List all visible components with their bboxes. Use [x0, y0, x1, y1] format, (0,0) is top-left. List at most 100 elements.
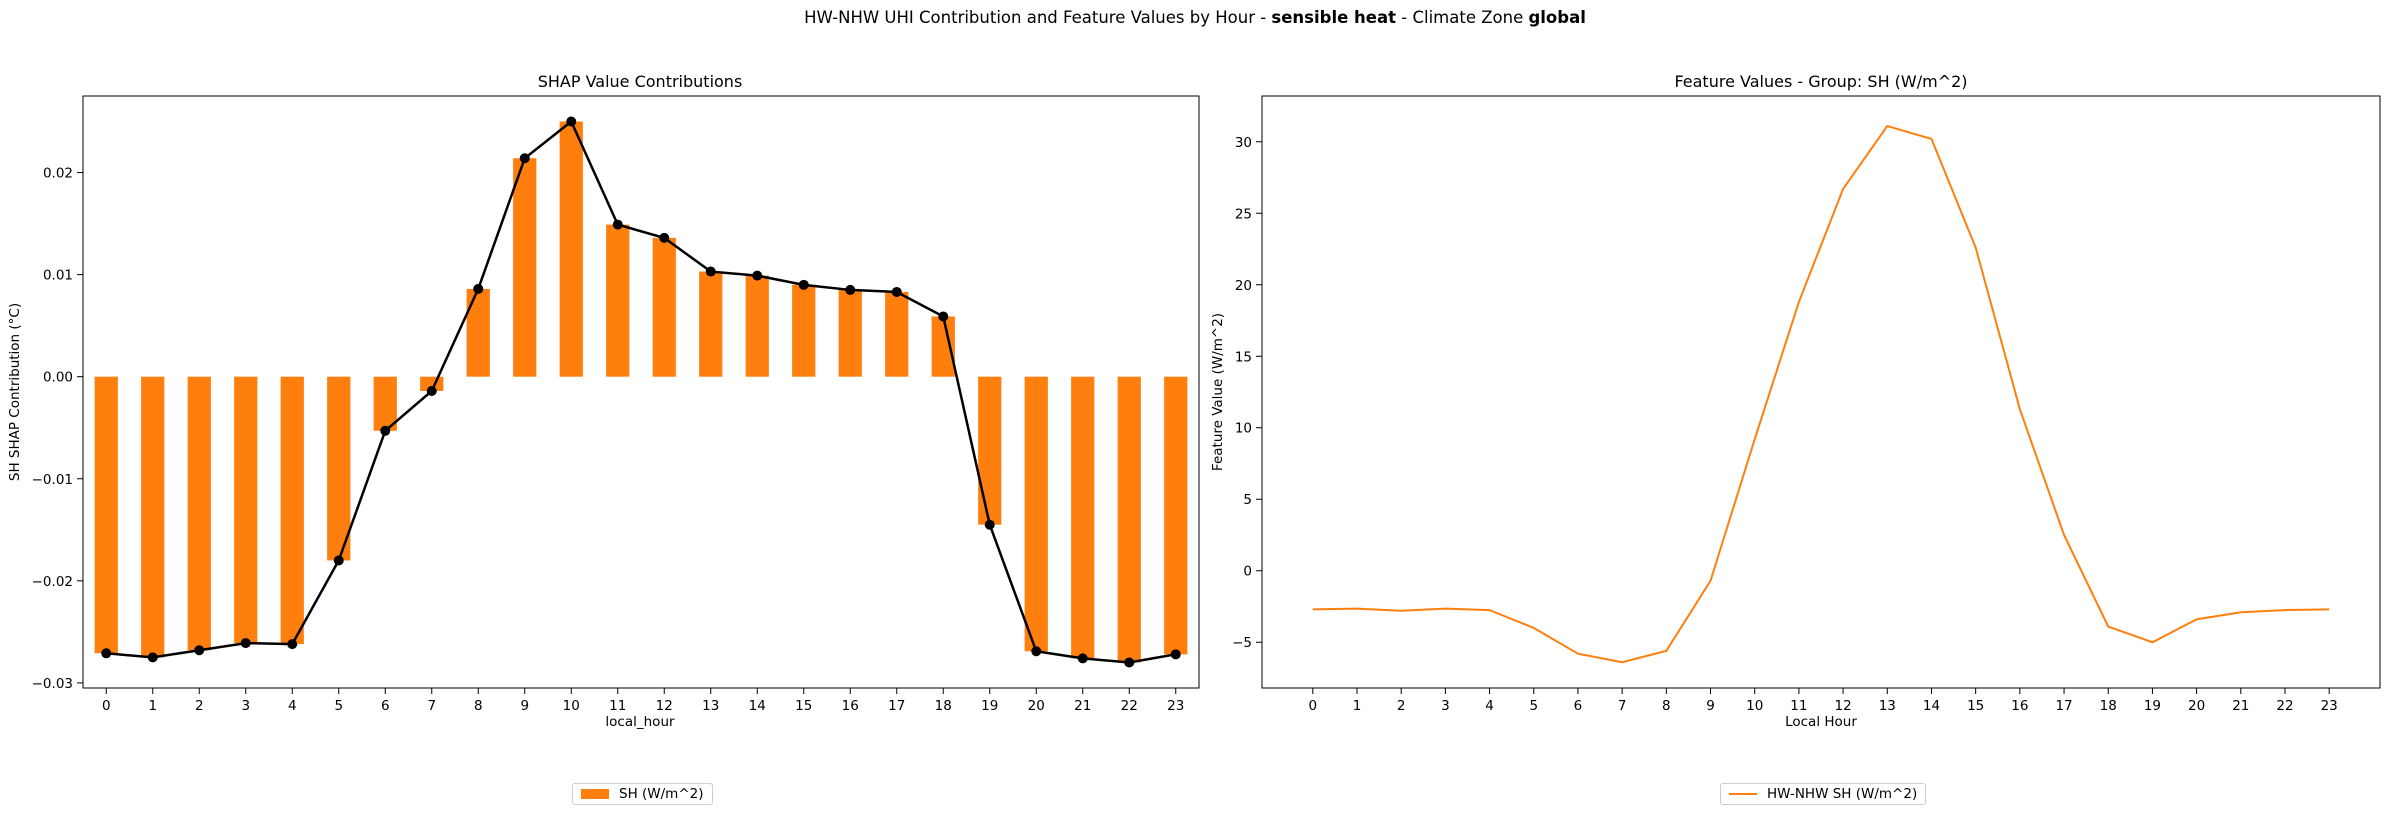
shap-bar-15	[792, 284, 816, 377]
shap-ytick-label: 0.00	[43, 370, 73, 386]
shap-bars	[94, 121, 1188, 663]
shap-xtick-label: 15	[795, 698, 812, 714]
feature-xtick-label: 8	[1662, 698, 1671, 714]
shap-overlay-point-7	[426, 385, 437, 396]
shap-bar-1	[141, 376, 165, 658]
figure-title-feature: sensible heat	[1271, 8, 1397, 27]
feature-xtick-label: 22	[2276, 698, 2293, 714]
shap-bar-3	[234, 376, 258, 644]
shap-chart-ylabel: SH SHAP Contribution (°C)	[7, 303, 23, 481]
shap-xtick-label: 13	[702, 698, 719, 714]
feature-chart-frame	[1261, 95, 2381, 689]
feature-chart: Feature Values - Group: SH (W/m^2) Local…	[1210, 72, 2381, 730]
shap-bar-23	[1164, 376, 1188, 655]
feature-legend-label: HW-NHW SH (W/m^2)	[1767, 786, 1918, 802]
feature-y-axis: −5 0 5 10 15 20 25 30	[1232, 135, 1262, 651]
shap-overlay-point-10	[566, 116, 577, 127]
shap-overlay-point-16	[845, 284, 856, 295]
shap-chart-title: SHAP Value Contributions	[538, 72, 743, 91]
shap-xtick-label: 16	[842, 698, 859, 714]
feature-xtick-label: 14	[1923, 698, 1940, 714]
shap-xtick-label: 0	[102, 698, 111, 714]
feature-xtick-label: 12	[1835, 698, 1852, 714]
feature-xtick-label: 0	[1309, 698, 1318, 714]
shap-overlay-point-11	[612, 219, 623, 230]
feature-xtick-label: 7	[1618, 698, 1627, 714]
shap-bar-9	[513, 158, 537, 377]
feature-x-axis: 0 1 2 3 4 5 6 7 8 9 10 11 12 13 14 15 16 17 18 19 20 21 22 23	[1309, 688, 2338, 714]
shap-xtick-label: 9	[520, 698, 529, 714]
figure-title-zone: global	[1528, 8, 1586, 27]
shap-chart-xlabel: local_hour	[605, 714, 675, 730]
shap-xtick-label: 11	[609, 698, 626, 714]
feature-xtick-label: 13	[1879, 698, 1896, 714]
shap-overlay-point-1	[147, 652, 158, 663]
shap-xtick-label: 17	[888, 698, 905, 714]
shap-overlay-point-15	[798, 279, 809, 290]
feature-xtick-label: 4	[1485, 698, 1494, 714]
feature-xtick-label: 17	[2055, 698, 2072, 714]
shap-xtick-label: 8	[474, 698, 483, 714]
feature-ytick-label: 5	[1243, 492, 1252, 508]
shap-bar-6	[373, 376, 397, 431]
shap-legend-swatch	[581, 789, 609, 799]
shap-bar-10	[559, 121, 583, 377]
shap-bar-20	[1024, 376, 1048, 652]
feature-legend-swatch	[1729, 793, 1757, 795]
feature-legend: HW-NHW SH (W/m^2)	[1720, 783, 1927, 805]
shap-ytick-label: −0.02	[32, 574, 73, 590]
figure-title: HW-NHW UHI Contribution and Feature Valu…	[0, 8, 2390, 27]
feature-chart-xlabel: Local Hour	[1785, 714, 1857, 730]
shap-ytick-label: −0.03	[32, 676, 73, 692]
shap-bar-17	[885, 291, 909, 377]
shap-xtick-label: 20	[1028, 698, 1045, 714]
feature-series-line	[1312, 124, 2330, 664]
shap-xtick-label: 6	[381, 698, 390, 714]
shap-bar-8	[466, 288, 490, 377]
shap-overlay-line	[101, 116, 1181, 668]
feature-xtick-label: 20	[2188, 698, 2205, 714]
shap-bar-0	[94, 376, 118, 654]
shap-xtick-label: 5	[334, 698, 343, 714]
shap-overlay-point-19	[984, 519, 995, 530]
shap-overlay-point-12	[659, 232, 670, 243]
feature-xtick-label: 6	[1574, 698, 1583, 714]
shap-bar-19	[978, 376, 1002, 525]
feature-polyline	[1312, 124, 2330, 664]
shap-overlay-point-22	[1124, 657, 1135, 668]
feature-ytick-label: 0	[1243, 564, 1252, 580]
shap-overlay-point-23	[1170, 649, 1181, 660]
feature-ytick-label: 25	[1235, 206, 1252, 222]
shap-overlay-point-17	[891, 286, 902, 297]
shap-overlay-point-5	[333, 555, 344, 566]
shap-xtick-label: 1	[148, 698, 157, 714]
shap-xtick-label: 7	[427, 698, 436, 714]
shap-bar-14	[745, 275, 769, 377]
shap-legend: SH (W/m^2)	[572, 783, 713, 805]
shap-xtick-label: 4	[288, 698, 297, 714]
shap-y-axis: −0.03 −0.02 −0.01 0.00 0.01 0.02	[32, 166, 83, 692]
feature-xtick-label: 21	[2232, 698, 2249, 714]
feature-xtick-label: 2	[1397, 698, 1406, 714]
shap-overlay-point-13	[705, 266, 716, 277]
figure-title-middle: - Climate Zone	[1396, 8, 1529, 27]
shap-ytick-label: −0.01	[32, 472, 73, 488]
feature-xtick-label: 9	[1706, 698, 1715, 714]
shap-xtick-label: 19	[981, 698, 998, 714]
shap-xtick-label: 12	[656, 698, 673, 714]
shap-chart: SHAP Value Contributions local_hour SH S…	[7, 72, 1200, 730]
feature-chart-title: Feature Values - Group: SH (W/m^2)	[1674, 72, 1967, 91]
shap-bar-22	[1117, 376, 1141, 663]
shap-overlay-point-9	[519, 153, 530, 164]
shap-bar-21	[1071, 376, 1095, 659]
shap-chart-frame	[82, 95, 1200, 689]
shap-ytick-label: 0.01	[43, 268, 73, 284]
shap-legend-label: SH (W/m^2)	[619, 786, 704, 802]
shap-x-axis: 0 1 2 3 4 5 6 7 8 9 10 11 12 13 14 15 16 17 18 19 20 21 22 23	[102, 688, 1184, 714]
feature-xtick-label: 3	[1441, 698, 1450, 714]
shap-xtick-label: 21	[1074, 698, 1091, 714]
shap-bar-16	[838, 289, 862, 377]
figure-title-prefix: HW-NHW UHI Contribution and Feature Valu…	[804, 8, 1272, 27]
shap-bar-2	[187, 376, 211, 651]
